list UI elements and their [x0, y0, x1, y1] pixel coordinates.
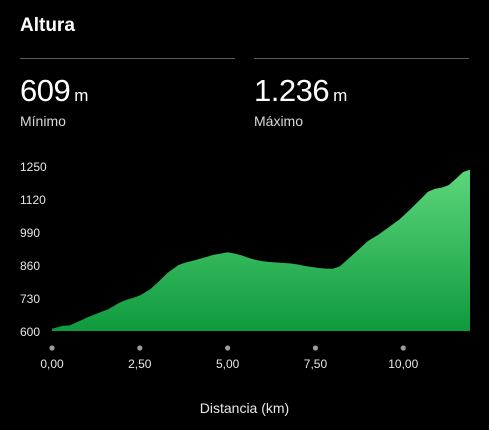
max-label: Máximo [254, 113, 304, 129]
min-value-unit: m [74, 86, 88, 105]
y-tick-label: 1120 [20, 193, 46, 207]
max-value-number: 1.236 [254, 73, 330, 108]
x-tick-label: 2,50 [128, 357, 152, 371]
y-tick-label: 990 [20, 226, 40, 240]
elevation-area [52, 169, 470, 331]
max-value-unit: m [333, 86, 347, 105]
max-divider [254, 58, 469, 59]
x-tick-dot [225, 345, 231, 351]
x-tick-label: 7,50 [304, 357, 328, 371]
page-title: Altura [20, 15, 75, 36]
y-tick-label: 730 [20, 292, 40, 306]
y-tick-label: 860 [20, 259, 40, 273]
min-label: Mínimo [20, 113, 66, 129]
x-tick-label: 10,00 [388, 357, 418, 371]
max-stat: 1.236 m Máximo [254, 58, 469, 129]
elevation-chart: 600 730 860 990 1120 1250 0,00 2,50 5,00 7,50 10,0… [20, 160, 470, 371]
min-stat: 609 m Mínimo [20, 58, 235, 129]
y-tick-label: 1250 [20, 160, 47, 174]
min-divider [20, 58, 235, 59]
x-tick-dot [400, 345, 406, 351]
max-value: 1.236 m [254, 73, 469, 109]
x-tick-label: 5,00 [216, 357, 240, 371]
min-value-number: 609 [20, 73, 71, 108]
x-tick-dot [49, 345, 55, 351]
x-axis-label: Distancia (km) [199, 400, 290, 416]
x-tick-dot [137, 345, 143, 351]
min-value: 609 m [20, 73, 235, 109]
x-tick-dot [312, 345, 319, 351]
y-tick-label: 600 [20, 325, 40, 339]
x-tick-label: 0,00 [40, 357, 64, 371]
